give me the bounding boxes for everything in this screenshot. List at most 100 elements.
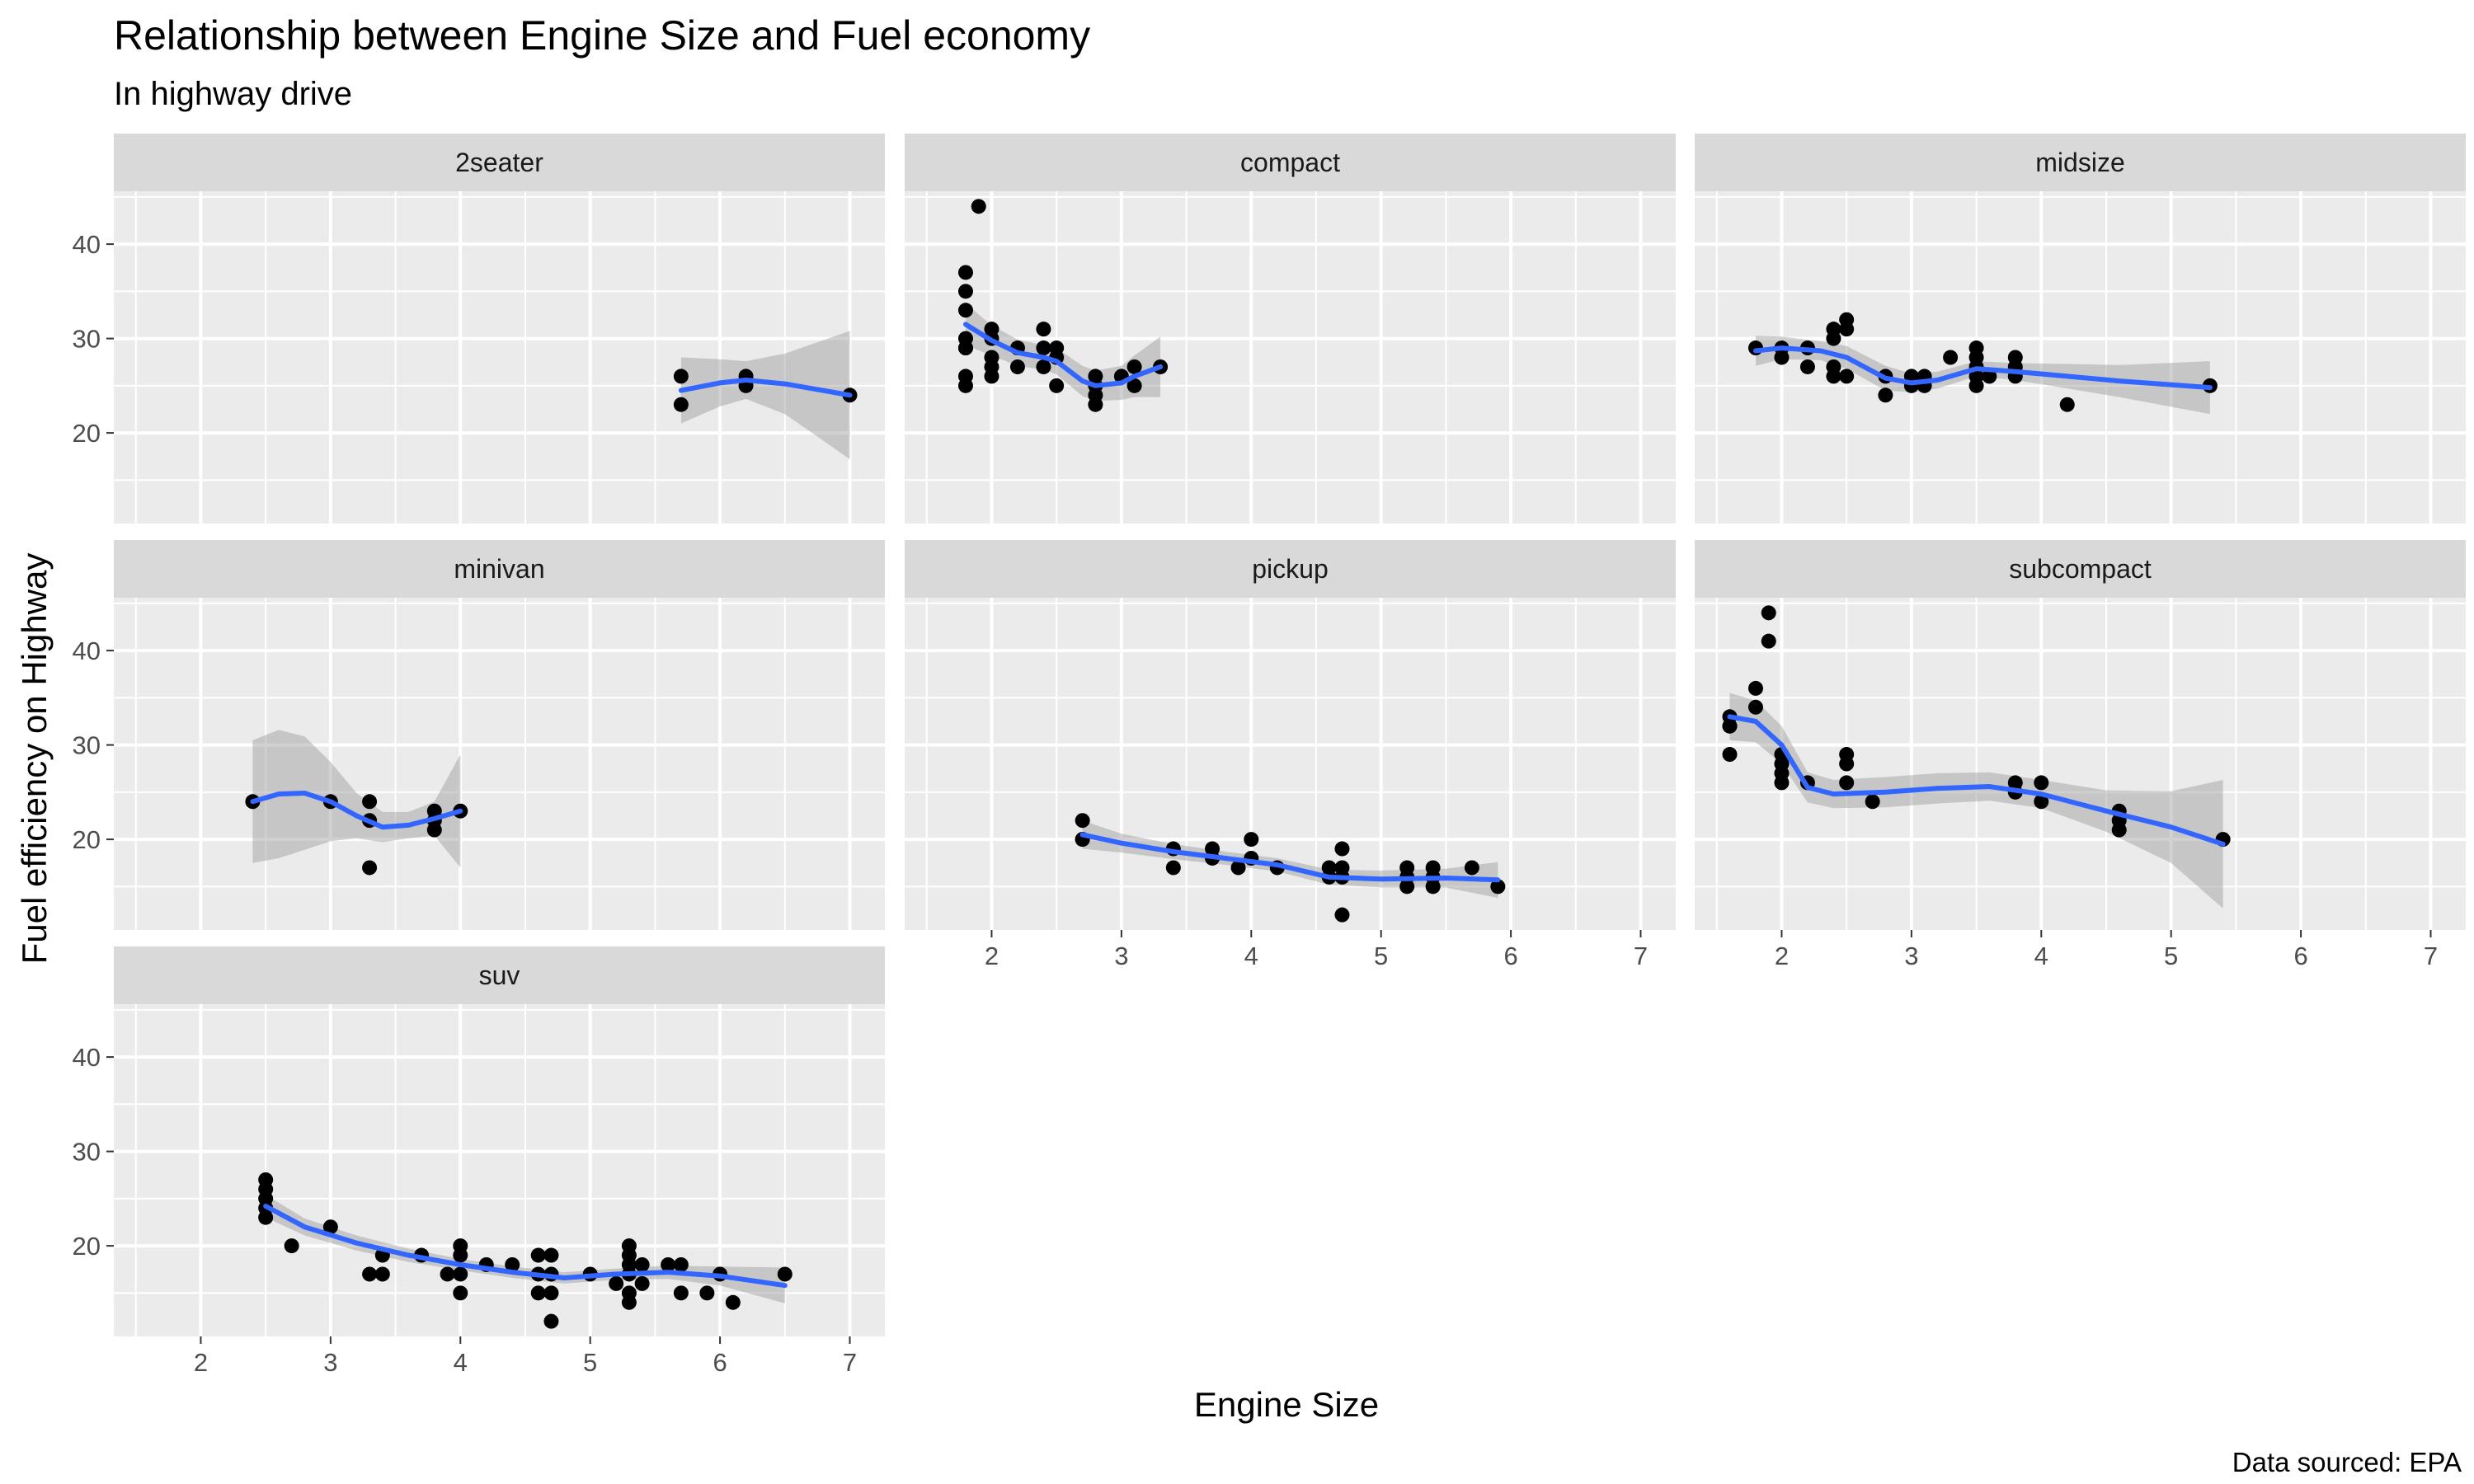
data-point — [1399, 879, 1415, 895]
y-tick-label: 40 — [73, 230, 101, 259]
confidence-band — [966, 303, 1161, 402]
x-tick-label: 4 — [454, 1348, 468, 1377]
data-point — [1747, 699, 1763, 715]
data-point — [673, 369, 689, 384]
data-point — [1049, 378, 1065, 393]
facet-strip — [114, 134, 885, 191]
y-axis-label: Fuel efficiency on Highway — [15, 553, 54, 965]
facet-strip — [905, 540, 1676, 598]
confidence-band — [680, 331, 850, 460]
data-point — [1839, 369, 1855, 384]
facet-strip — [905, 134, 1676, 191]
x-tick-label: 2 — [194, 1348, 208, 1377]
data-point — [1774, 775, 1790, 791]
data-point — [2034, 775, 2049, 791]
panel-background — [1695, 191, 2466, 524]
data-point — [362, 794, 378, 810]
data-point — [957, 331, 973, 346]
x-tick-label: 4 — [2034, 942, 2048, 970]
x-tick-label: 7 — [843, 1348, 857, 1377]
data-point — [543, 1313, 559, 1329]
facet-panel-suv: suv 20 30 40 2 3 4 5 6 7 — [73, 946, 885, 1377]
x-tick-label: 3 — [323, 1348, 337, 1377]
data-point — [1165, 860, 1181, 876]
y-tick-label: 40 — [73, 636, 101, 665]
smooth-line — [250, 791, 463, 830]
facet-strip — [1695, 540, 2466, 598]
data-point — [777, 1266, 793, 1282]
data-point — [1075, 813, 1090, 829]
chart-caption: Data sourced: EPA — [2232, 1447, 2462, 1477]
smooth-line — [1753, 345, 2213, 391]
data-point — [505, 1256, 520, 1272]
y-tick-label: 30 — [73, 731, 101, 760]
data-point — [1878, 387, 1893, 403]
data-point — [322, 1219, 338, 1235]
data-point — [673, 1256, 689, 1272]
data-point — [362, 1266, 378, 1282]
data-point — [661, 1256, 676, 1272]
facet-strip-label: midsize — [2035, 148, 2124, 177]
facet-strip-label: suv — [479, 960, 520, 990]
panel-background — [114, 598, 885, 930]
smooth-line — [1079, 832, 1501, 883]
data-point — [1982, 369, 1997, 384]
data-point — [957, 378, 973, 393]
facet-strip-label: subcompact — [2009, 554, 2152, 584]
data-point — [374, 1266, 390, 1282]
data-point — [1747, 680, 1763, 696]
y-tick-label: 30 — [73, 325, 101, 354]
y-tick-label: 30 — [73, 1138, 101, 1167]
data-point — [1009, 359, 1025, 374]
data-point — [725, 1294, 741, 1310]
facet-panels: 2seater 20 30 40 compact midsize minivan 20 30 40… — [73, 134, 2466, 1377]
facet-panel-minivan: minivan 20 30 40 — [73, 540, 885, 930]
x-tick-label: 3 — [1114, 942, 1128, 970]
data-point — [673, 1285, 689, 1301]
y-tick-label: 40 — [73, 1043, 101, 1072]
data-point — [957, 284, 973, 299]
data-point — [362, 860, 378, 876]
data-point — [1761, 633, 1776, 649]
data-point — [1334, 907, 1350, 923]
facet-panel-midsize: midsize — [1695, 134, 2466, 524]
confidence-band — [266, 1195, 785, 1303]
data-point — [2059, 397, 2075, 412]
x-tick-label: 5 — [1374, 942, 1388, 970]
panel-background — [905, 598, 1676, 930]
data-point — [426, 822, 442, 838]
data-point — [1126, 378, 1142, 393]
data-point — [2111, 822, 2127, 838]
smooth-line — [263, 1204, 788, 1289]
x-tick-label: 6 — [1503, 942, 1517, 970]
x-tick-label: 6 — [2293, 942, 2307, 970]
facet-panel-pickup: pickup 2 3 4 5 6 7 — [905, 540, 1676, 970]
confidence-band — [1729, 693, 2223, 909]
data-point — [543, 1247, 559, 1263]
facet-panel-2seater: 2seater 20 30 40 — [73, 134, 885, 524]
data-point — [957, 265, 973, 280]
data-point — [1839, 756, 1855, 772]
x-tick-label: 7 — [2424, 942, 2438, 970]
data-point — [1126, 359, 1142, 374]
data-point — [258, 1209, 274, 1225]
facet-strip — [1695, 134, 2466, 191]
confidence-band — [252, 730, 461, 868]
data-point — [634, 1256, 650, 1272]
data-point — [1774, 350, 1790, 365]
x-axis-label: Engine Size — [1194, 1385, 1379, 1424]
x-tick-label: 5 — [2164, 942, 2178, 970]
data-point — [453, 1285, 468, 1301]
data-point — [971, 199, 986, 214]
data-point — [1490, 879, 1506, 895]
x-tick-label: 2 — [1775, 942, 1789, 970]
data-point — [1865, 794, 1880, 810]
data-point — [1943, 350, 1959, 365]
data-point — [1826, 331, 1841, 346]
data-point — [621, 1294, 637, 1310]
data-point — [609, 1275, 624, 1291]
facet-strip — [114, 946, 885, 1004]
facet-strip — [114, 540, 885, 598]
data-point — [1036, 359, 1051, 374]
